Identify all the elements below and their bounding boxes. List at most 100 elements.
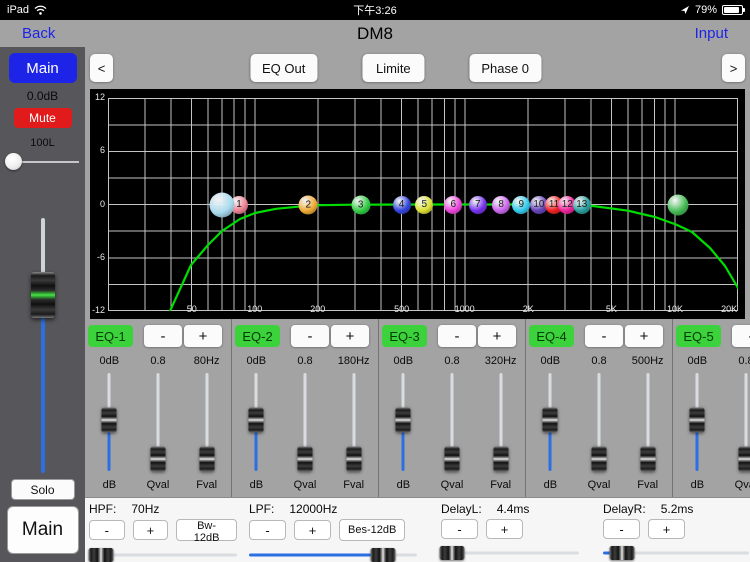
prev-page-button[interactable]: < (90, 54, 113, 82)
delayl-minus-button[interactable]: - (441, 519, 478, 539)
phase-button[interactable]: Phase 0 (469, 54, 542, 82)
slider-track (597, 373, 601, 471)
eq-4-button[interactable]: EQ-4 (529, 325, 574, 347)
slider-cap[interactable] (395, 407, 411, 433)
eq-3-gain-slider[interactable] (379, 371, 428, 473)
eq-node-10[interactable]: 10 (529, 195, 548, 214)
channel-main-button[interactable]: Main (8, 53, 77, 83)
eq-3-button[interactable]: EQ-3 (382, 325, 427, 347)
eq-3-q-slider[interactable] (428, 371, 477, 473)
eq-5-gain-slider[interactable] (673, 371, 722, 473)
eq-node-1[interactable]: 1 (230, 195, 249, 214)
eq-1-q-slider[interactable] (134, 371, 183, 473)
eq-band-values: 0dB 0.8 500Hz (526, 355, 672, 367)
eq-3-minus-button[interactable]: - (438, 325, 476, 347)
limiter-button[interactable]: Limite (362, 54, 425, 82)
eq-node-13[interactable]: 13 (572, 195, 591, 214)
db-label: dB (690, 479, 705, 491)
solo-button[interactable]: Solo (10, 479, 75, 500)
slider-cap[interactable] (609, 545, 635, 560)
delayl-slider[interactable] (439, 545, 579, 560)
slider-cap[interactable] (199, 446, 215, 472)
eq-5-minus-button[interactable]: - (732, 325, 750, 347)
eq-4-plus-button[interactable]: + (625, 325, 663, 347)
eq-5-button[interactable]: EQ-5 (676, 325, 721, 347)
eq-2-freq-slider[interactable] (329, 371, 378, 473)
pan-knob[interactable] (4, 153, 22, 170)
next-page-button[interactable]: > (722, 54, 745, 82)
input-button[interactable]: Input (694, 25, 728, 42)
hpf-slider[interactable] (88, 547, 237, 562)
mute-button[interactable]: Mute (13, 108, 72, 128)
eq-4-gain-slider[interactable] (526, 371, 575, 473)
lpf-plus-button[interactable]: + (294, 520, 331, 540)
db-label: dB (543, 479, 558, 491)
eq-5-q-slider[interactable] (722, 371, 750, 473)
slider-cap[interactable] (88, 547, 114, 562)
eq-2-q-slider[interactable] (281, 371, 330, 473)
eq-node-7[interactable]: 7 (468, 195, 487, 214)
delayr-minus-button[interactable]: - (603, 519, 640, 539)
slider-track (603, 551, 749, 554)
delayr-plus-button[interactable]: + (648, 519, 685, 539)
status-right: 79% (680, 4, 745, 16)
eq-4-freq-slider[interactable] (623, 371, 672, 473)
hpf-filter-type-button[interactable]: Bw-12dB (176, 519, 237, 544)
slider-cap[interactable] (444, 446, 460, 472)
slider-cap[interactable] (689, 407, 705, 433)
lpf-filter-type-button[interactable]: Bes-12dB (339, 519, 406, 541)
slider-cap[interactable] (297, 446, 313, 472)
eq-4-q-slider[interactable] (575, 371, 624, 473)
eq-3-freq-slider[interactable] (476, 371, 525, 473)
eq-1-freq-slider[interactable] (182, 371, 231, 473)
eq-1-gain-slider[interactable] (85, 371, 134, 473)
slider-cap[interactable] (439, 545, 465, 560)
slider-cap[interactable] (346, 446, 362, 472)
eq-3-plus-button[interactable]: + (478, 325, 516, 347)
eq-2-plus-button[interactable]: + (331, 325, 369, 347)
pan-slider[interactable] (4, 153, 81, 170)
slider-cap[interactable] (248, 407, 264, 433)
slider-cap[interactable] (370, 547, 396, 562)
slider-cap[interactable] (101, 407, 117, 433)
x-tick-500: 500 (394, 304, 410, 314)
hpf-minus-button[interactable]: - (89, 520, 125, 540)
slider-cap[interactable] (738, 446, 750, 472)
main-fader-track (30, 218, 55, 473)
delayl-plus-button[interactable]: + (486, 519, 523, 539)
delayr-slider[interactable] (603, 545, 749, 560)
slider-cap[interactable] (640, 446, 656, 472)
eq-column-3: EQ-3 - + 0dB 0.8 320Hz dB Qval (379, 319, 526, 497)
eq-2-minus-button[interactable]: - (291, 325, 329, 347)
slider-cap[interactable] (591, 446, 607, 472)
hpf-plus-button[interactable]: + (132, 520, 169, 540)
back-button[interactable]: Back (22, 25, 56, 42)
eq-node-12[interactable]: 12 (558, 195, 577, 214)
eq-node-9[interactable]: 9 (512, 195, 531, 214)
eq-node-5[interactable]: 5 (415, 195, 434, 214)
eq-node-4[interactable]: 4 (392, 195, 411, 214)
slider-cap[interactable] (542, 407, 558, 433)
lpf-node[interactable] (667, 194, 689, 215)
slider-cap[interactable] (150, 446, 166, 472)
lpf-slider[interactable] (249, 547, 417, 562)
eq-1-minus-button[interactable]: - (144, 325, 182, 347)
eq-2-gain-slider[interactable] (232, 371, 281, 473)
eq-node-6[interactable]: 6 (444, 195, 463, 214)
eq-node-3[interactable]: 3 (351, 195, 371, 214)
eq-out-button[interactable]: EQ Out (249, 54, 318, 82)
eq-4-minus-button[interactable]: - (585, 325, 623, 347)
eq-node-8[interactable]: 8 (492, 195, 511, 214)
main-fader[interactable] (13, 170, 73, 479)
lpf-minus-button[interactable]: - (249, 520, 286, 540)
hpf-node[interactable] (209, 192, 235, 217)
main-fader-cap[interactable] (30, 271, 55, 318)
eq-node-2[interactable]: 2 (298, 195, 318, 214)
eq-1-button[interactable]: EQ-1 (88, 325, 133, 347)
output-main-button[interactable]: Main (6, 506, 79, 554)
slider-cap[interactable] (493, 446, 509, 472)
x-tick-20K: 20K (721, 304, 738, 314)
eq-1-plus-button[interactable]: + (184, 325, 222, 347)
eq-2-button[interactable]: EQ-2 (235, 325, 280, 347)
